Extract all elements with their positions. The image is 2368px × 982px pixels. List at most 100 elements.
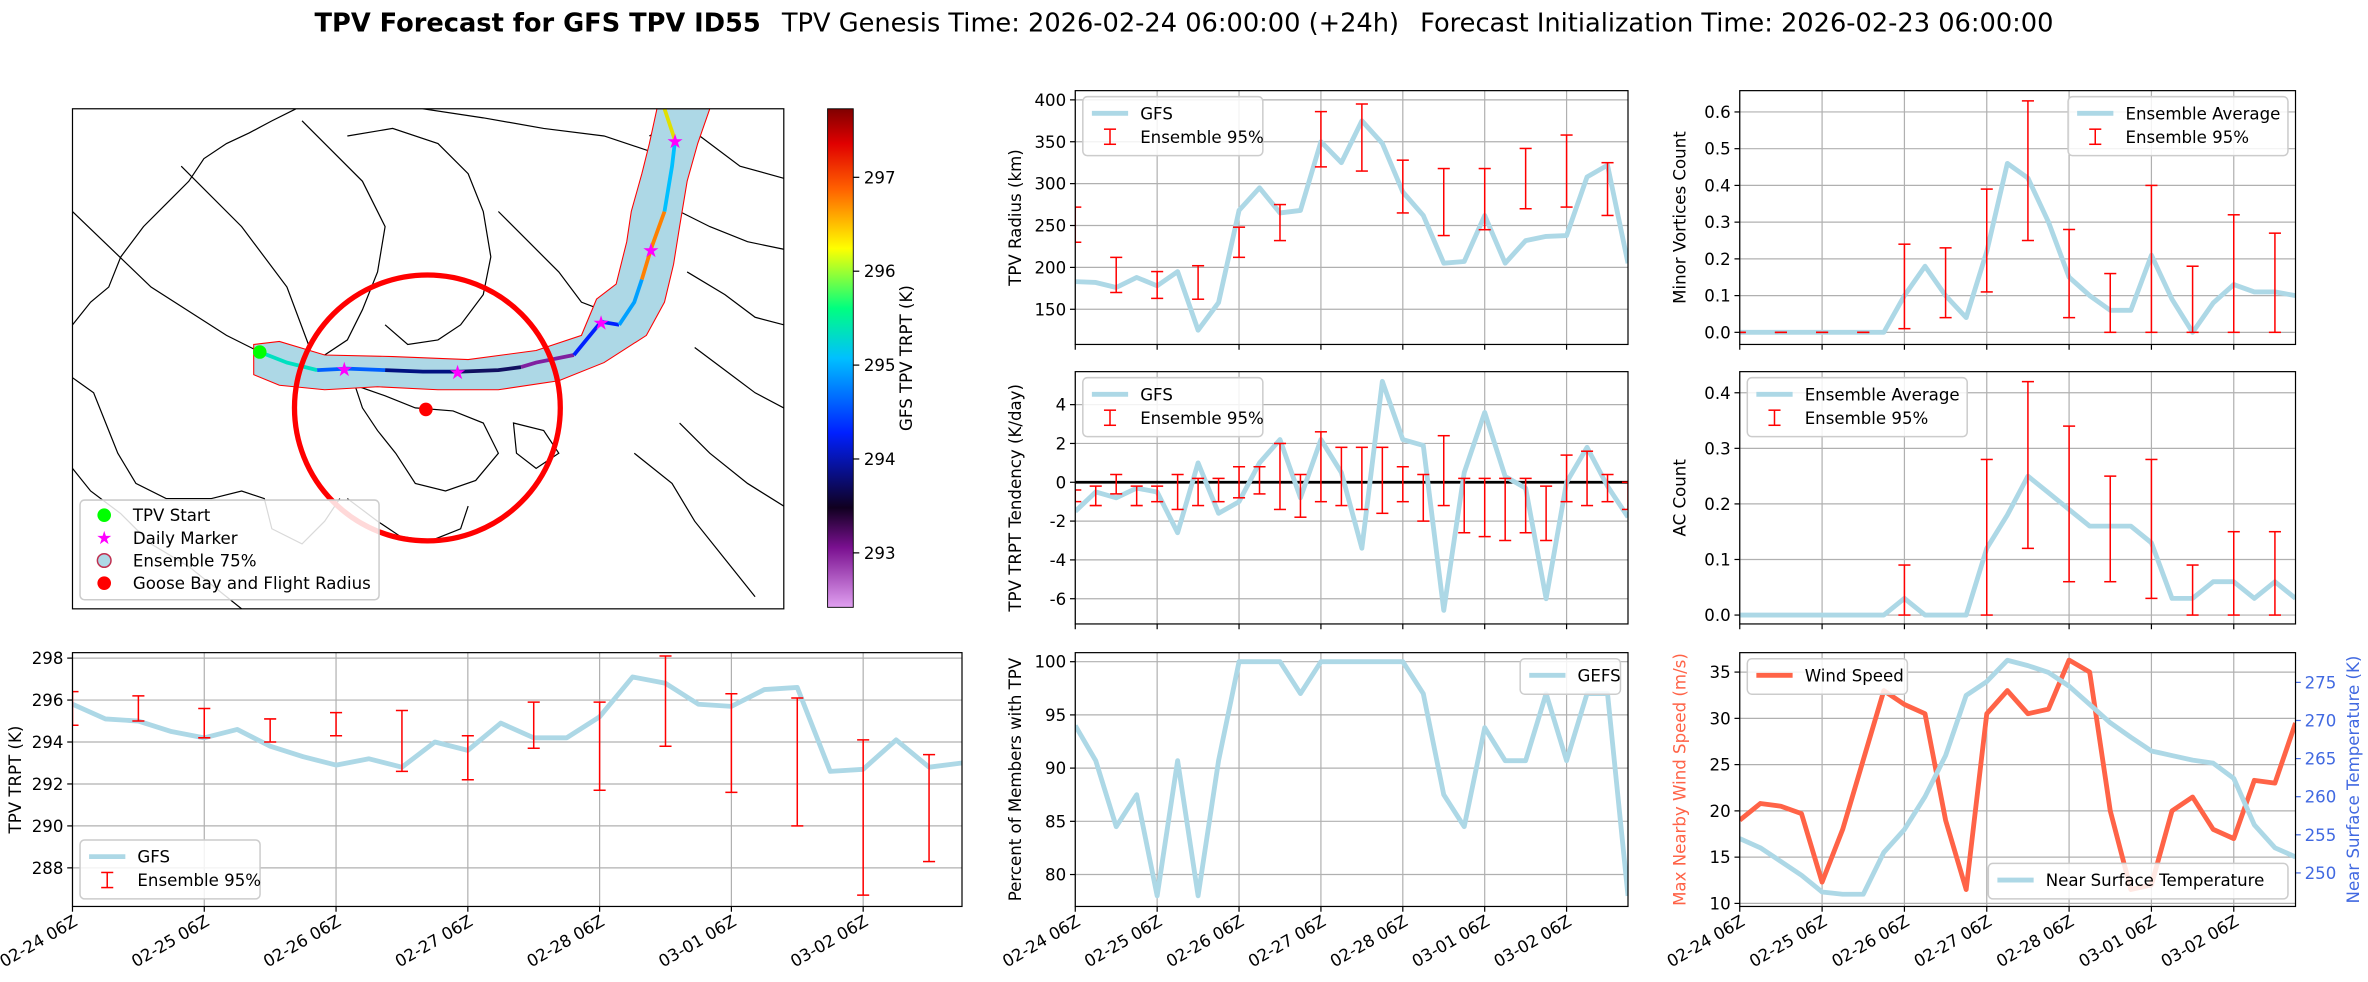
y-tick-label: -4 (1050, 551, 1067, 570)
legend: Ensemble Average Ensemble 95% (1746, 376, 1968, 438)
legend-label: GFS (1140, 104, 1173, 123)
error-bar (1314, 431, 1327, 503)
y-axis-label: TPV TRPT Tendency (K/day) (1006, 384, 1025, 613)
plot-area (1739, 657, 2296, 897)
error-bar (1151, 485, 1164, 503)
legend-box (1519, 657, 1622, 695)
error-bar (1171, 473, 1184, 511)
x-tick-label: 02-28 06Z (1993, 912, 2077, 971)
x-tick-label: 02-24 06Z (1664, 912, 1748, 971)
colorbar (827, 108, 854, 608)
legend-label: Ensemble 95% (1140, 409, 1264, 428)
error-bar (2227, 530, 2240, 616)
error-bar (1980, 188, 1993, 293)
legend-label: TPV Start (132, 506, 211, 525)
error-bar (2145, 458, 2158, 600)
frame (1739, 652, 2297, 908)
x-tick-label: 03-01 06Z (1409, 912, 1493, 971)
error-bar (1232, 226, 1246, 259)
legend-box (2067, 95, 2289, 157)
error-bar (1437, 434, 1450, 507)
colorbar-tick-label: 296 (864, 262, 896, 281)
error-bar (1519, 477, 1532, 534)
title: TPV Forecast for GFS TPV ID55 (315, 9, 761, 39)
x-tick-label: 02-27 06Z (1245, 912, 1329, 971)
legend-label: Ensemble 95% (2125, 128, 2249, 147)
legend: Near Surface Temperature (1987, 862, 2289, 900)
line (1739, 657, 2296, 892)
error-bar (132, 695, 145, 722)
x-tick-label: 02-24 06Z (999, 912, 1083, 971)
legend-box (1746, 376, 1968, 438)
error-bar (1335, 446, 1348, 507)
x-tick-label: 02-25 06Z (1746, 912, 1830, 971)
error-bar (1560, 454, 1573, 503)
colorbar-tick-label: 294 (864, 450, 896, 469)
y-axis-label: Minor Vortices Count (1670, 131, 1689, 304)
error-bar (1898, 243, 1911, 330)
error-bar (2186, 564, 2199, 616)
y-tick-label: 80 (1045, 866, 1066, 885)
legend-label: Near Surface Temperature (2046, 871, 2265, 890)
flight-radius (291, 272, 563, 544)
y-tick-label: 296 (32, 691, 64, 710)
y-tick-label: 85 (1045, 812, 1066, 831)
error-bar (1621, 481, 1628, 511)
y-axis-label: AC Count (1670, 459, 1689, 537)
line (1075, 378, 1628, 613)
legend: GFS Ensemble 95% (79, 839, 261, 900)
legend-label: GFS (1140, 385, 1173, 404)
y-tick-label: 0.3 (1704, 439, 1730, 458)
x-tick-label: 03-02 06Z (1491, 912, 1575, 971)
y-tick-label: 30 (1710, 709, 1731, 728)
plot-area (1075, 103, 1628, 333)
legend-marker (96, 552, 112, 569)
error-bar (1075, 489, 1082, 503)
line (1075, 659, 1628, 899)
figure-title: TPV Forecast for GFS TPV ID55 TPV Genesis… (315, 9, 2054, 39)
y-tick-label: 294 (32, 733, 64, 752)
error-bar (1601, 161, 1614, 217)
panel: 0.0 0.1 0.2 0.3 0.4 0.5 0.6 Minor Vortices Coun… (1670, 90, 2297, 350)
error-bar (1110, 256, 1123, 294)
error-bar (659, 655, 672, 747)
error-bar (2145, 184, 2158, 334)
legend-label: Goose Bay and Flight Radius (133, 574, 371, 593)
error-bar (1273, 442, 1287, 511)
svg-text:★: ★ (449, 361, 467, 384)
legend-label: GEFS (1578, 666, 1621, 685)
error-bar (2186, 265, 2199, 334)
y-tick-label: 95 (1045, 706, 1066, 725)
error-bar (1376, 446, 1389, 515)
error-bar (1110, 473, 1123, 495)
y-tick-label: 0.4 (1704, 176, 1730, 195)
legend-label: Ensemble Average (2125, 104, 2280, 123)
y-axis-label: TPV Radius (km) (1006, 149, 1025, 287)
y-tick-label: 270 (2305, 712, 2337, 731)
error-bar (264, 718, 277, 743)
error-bar (1075, 206, 1082, 244)
y-tick-label: 0.1 (1704, 287, 1730, 306)
error-bar (2021, 380, 2034, 550)
error-bar (725, 693, 738, 794)
error-bar (1151, 270, 1164, 300)
colorbar-tick-label: 293 (864, 544, 896, 563)
colorbar-tick-label: 295 (864, 356, 896, 375)
frame (71, 652, 963, 908)
y-axis-label: Max Nearby Wind Speed (m/s) (1670, 653, 1689, 906)
y-tick-label: 290 (32, 817, 64, 836)
legend-label: Ensemble 95% (1805, 409, 1929, 428)
error-bar (2021, 100, 2034, 242)
error-bar (923, 753, 936, 863)
error-bar (198, 707, 211, 739)
y-tick-label: 0.3 (1704, 213, 1730, 232)
y-tick-label: 35 (1710, 663, 1731, 682)
error-bar (1417, 473, 1430, 522)
error-bar (1355, 446, 1368, 511)
error-bar (1540, 485, 1553, 542)
y-tick-label: 0.1 (1704, 551, 1730, 570)
